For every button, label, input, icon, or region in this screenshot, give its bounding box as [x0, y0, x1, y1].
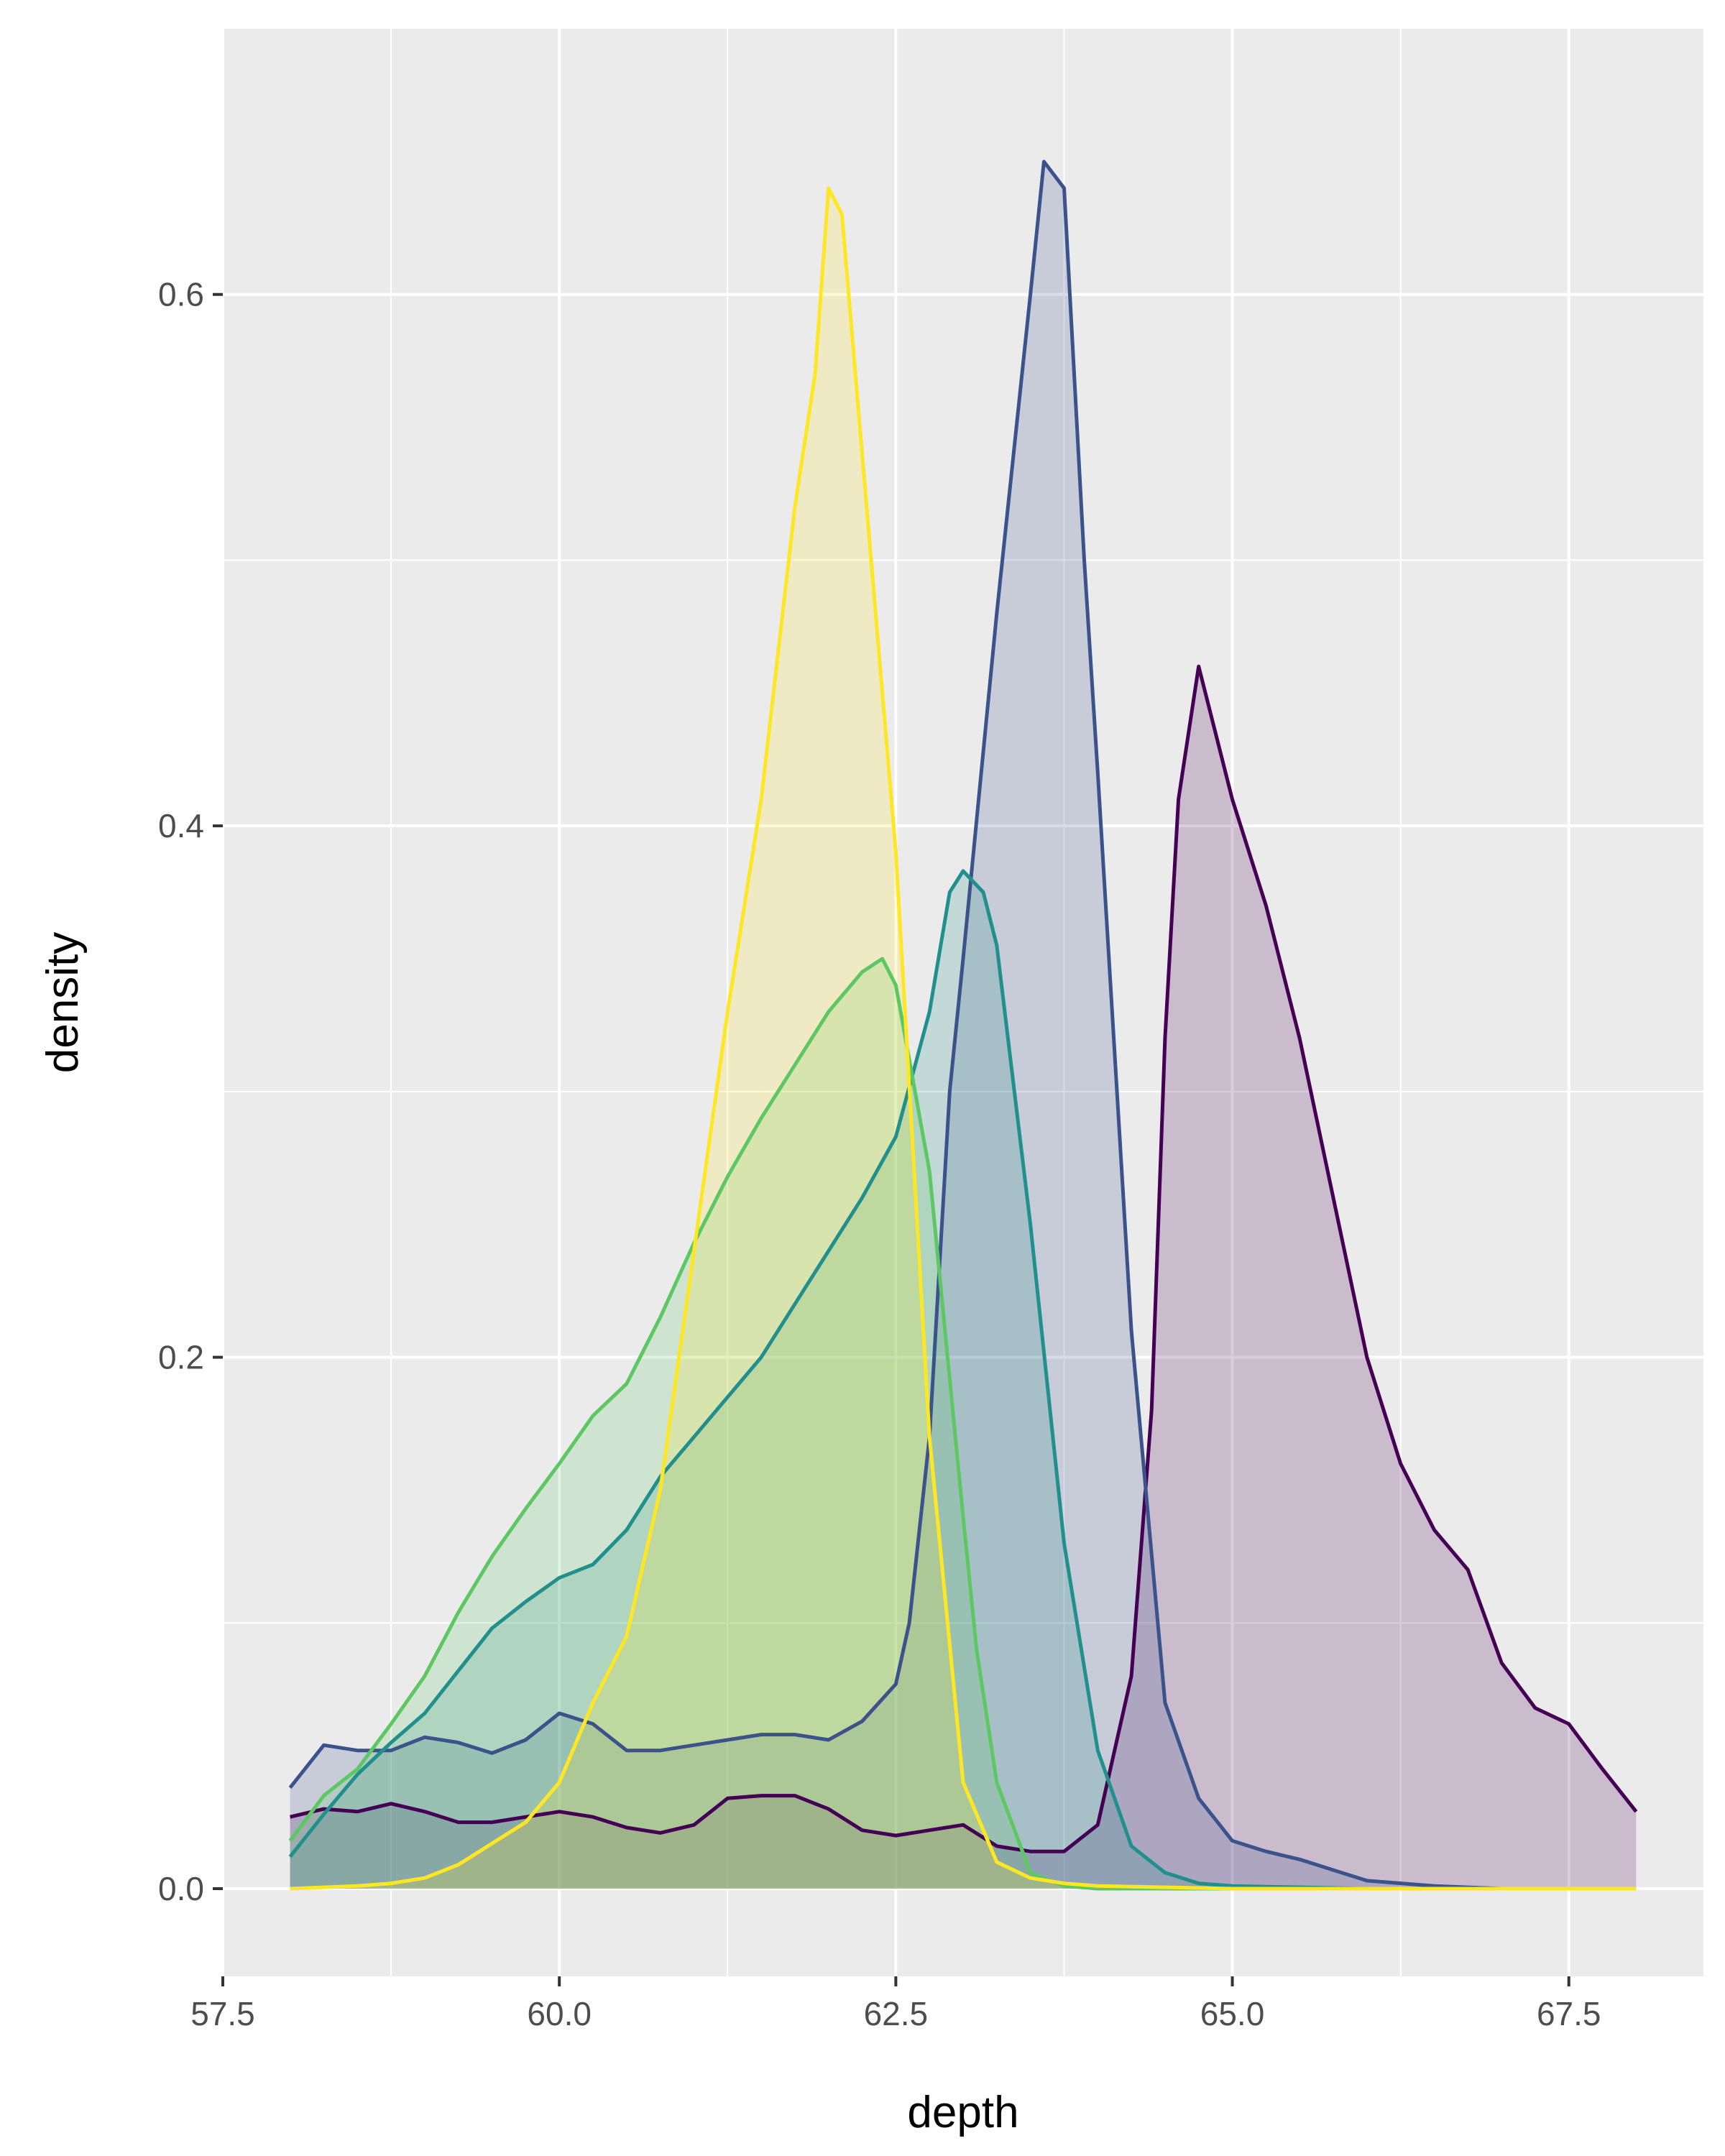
- density-line-2: [288, 160, 1637, 1891]
- y-tick-label: 0.2: [158, 1339, 204, 1376]
- y-tick-label: 0.4: [158, 807, 204, 844]
- x-tick-label: 62.5: [864, 1995, 929, 2032]
- major-gridlines: [221, 29, 1703, 1976]
- density-area-4: [290, 959, 1637, 1889]
- y-tick-label: 0.6: [158, 276, 204, 313]
- density-lines: [288, 160, 1638, 1891]
- plot-panel: [223, 29, 1703, 1976]
- density-area-2: [290, 161, 1637, 1889]
- x-tick-label: 60.0: [527, 1995, 592, 2032]
- y-axis: 0.0 0.2 0.4 0.6: [158, 276, 223, 1907]
- density-area-1: [290, 666, 1637, 1889]
- x-tick-label: 67.5: [1537, 1995, 1601, 2032]
- density-line-4: [288, 957, 1637, 1891]
- x-tick-label: 57.5: [190, 1995, 255, 2032]
- x-tick-label: 65.0: [1200, 1995, 1265, 2032]
- y-axis-title: density: [38, 932, 88, 1073]
- x-axis: 57.5 60.0 62.5 65.0 67.5: [190, 1976, 1601, 2032]
- x-axis-title: depth: [907, 2088, 1018, 2137]
- density-line-5: [290, 186, 1637, 1891]
- minor-gridlines: [223, 29, 1703, 1976]
- density-line-3: [288, 869, 1637, 1891]
- y-tick-label: 0.0: [158, 1870, 204, 1907]
